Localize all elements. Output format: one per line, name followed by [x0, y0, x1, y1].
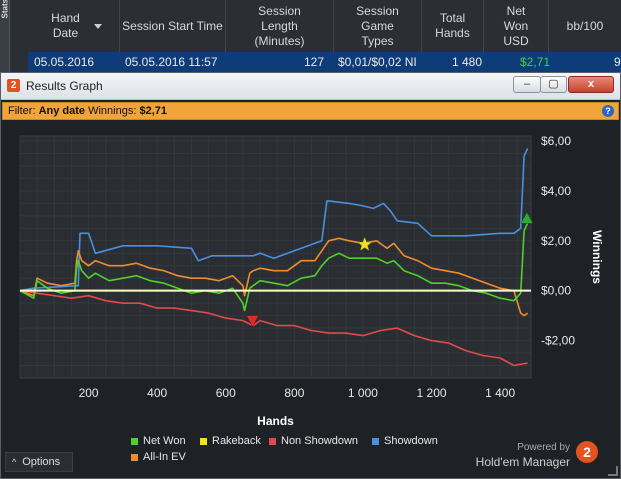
hem-logo-icon: 2 [576, 441, 598, 463]
legend-rakeback[interactable]: Rakeback [200, 435, 261, 447]
filter-label: Filter: [8, 105, 36, 117]
legend-swatch [131, 437, 138, 445]
maximize-button[interactable]: ▢ [540, 76, 567, 93]
close-button[interactable]: x [568, 76, 614, 93]
x-axis-label: Hands [257, 414, 294, 428]
minimize-button[interactable]: – [513, 76, 541, 93]
sort-desc-icon [93, 23, 102, 29]
x-tick-label: 1 400 [485, 386, 515, 400]
cell-hand-date: 05.05.2016 [34, 55, 95, 69]
min-triangle-marker [246, 315, 259, 328]
cell-net-won: $2,71 [520, 55, 551, 69]
x-tick-label: 200 [79, 386, 99, 400]
series-line-showdown [19, 148, 529, 292]
x-tick-label: 1 200 [417, 386, 447, 400]
end-triangle-marker [520, 211, 534, 224]
y-axis-label: Winnings [590, 230, 604, 284]
results-chart: 200 400 600 800 1 000 1 200 1 400 -$2,00 $0,00 $2… [19, 134, 604, 428]
max-star-marker [357, 236, 372, 251]
cell-total-hands: 1 480 [452, 55, 483, 69]
winnings-label: Winnings: [88, 105, 137, 117]
powered-by-text: Powered by [517, 442, 570, 453]
col-net-won[interactable]: Net Won USD [484, 0, 549, 52]
resize-grip-icon[interactable] [608, 466, 618, 476]
legend-swatch [131, 453, 138, 461]
col-session-length[interactable]: Session Length (Minutes) [226, 0, 334, 52]
x-tick-label: 800 [284, 386, 304, 400]
caret-up-icon: ^ [12, 457, 17, 467]
session-table: Stats Hand Date Session Start Time Sessi… [0, 0, 621, 72]
y-tick-label: $2,00 [541, 234, 571, 248]
series-line-non-showdown [19, 289, 528, 367]
cell-bb100: 9 [614, 55, 621, 69]
filter-value: Any date [38, 105, 86, 117]
hem-app-icon: 2 [7, 79, 20, 92]
legend-label: Net Won [143, 435, 186, 447]
options-button[interactable]: ^ Options [5, 452, 73, 472]
legend-label: Non Showdown [281, 435, 359, 447]
x-tick-label: 1 000 [348, 386, 378, 400]
table-row[interactable] [28, 52, 621, 72]
legend-label: All-In EV [143, 451, 186, 463]
window-title: Results Graph [26, 79, 103, 93]
x-tick-label: 400 [147, 386, 167, 400]
col-game-types[interactable]: Session Game Types [334, 0, 422, 52]
col-total-hands[interactable]: Total Hands [422, 0, 484, 52]
legend-non-showdown[interactable]: Non Showdown [269, 435, 358, 447]
stats-tab-label: Stats [0, 0, 10, 19]
stats-side-tab[interactable]: Stats [0, 0, 10, 72]
results-graph-window: 2 Results Graph – ▢ x Filter: Any date W… [0, 72, 621, 479]
options-label: Options [22, 456, 61, 468]
x-tick-label: 600 [216, 386, 236, 400]
y-tick-label: $6,00 [541, 134, 571, 148]
col-hand-date[interactable]: Hand Date [28, 0, 120, 52]
cell-length: 127 [304, 55, 325, 69]
y-tick-label: $4,00 [541, 184, 571, 198]
legend-all-in-ev[interactable]: All-In EV [131, 451, 186, 463]
y-tick-label: -$2,00 [541, 334, 575, 348]
legend-label: Rakeback [212, 435, 261, 447]
help-icon[interactable]: ? [602, 105, 614, 117]
col-bb100[interactable]: bb/100 [566, 18, 604, 33]
legend-swatch [200, 437, 207, 445]
y-tick-label: $0,00 [541, 284, 571, 298]
legend-swatch [269, 437, 276, 445]
series-line-net-won [19, 222, 529, 312]
legend-label: Showdown [384, 435, 438, 447]
winnings-value: $2,71 [139, 105, 167, 117]
filter-bar[interactable]: Filter: Any date Winnings: $2,71 ? [2, 102, 619, 120]
cell-session-start: 05.05.2016 11:57 [125, 55, 218, 69]
series-line-all-in-ev [19, 237, 529, 317]
legend-swatch [372, 437, 379, 445]
col-hand-date-label: Hand Date [51, 11, 80, 40]
col-session-start[interactable]: Session Start Time [120, 0, 226, 52]
title-bar[interactable]: 2 Results Graph – ▢ x [1, 73, 620, 100]
brand-name: Hold'em Manager [475, 455, 570, 469]
cell-game-types: $0,01/$0,02 NI [338, 55, 417, 69]
legend-showdown[interactable]: Showdown [372, 435, 438, 447]
legend-net-won[interactable]: Net Won [131, 435, 186, 447]
